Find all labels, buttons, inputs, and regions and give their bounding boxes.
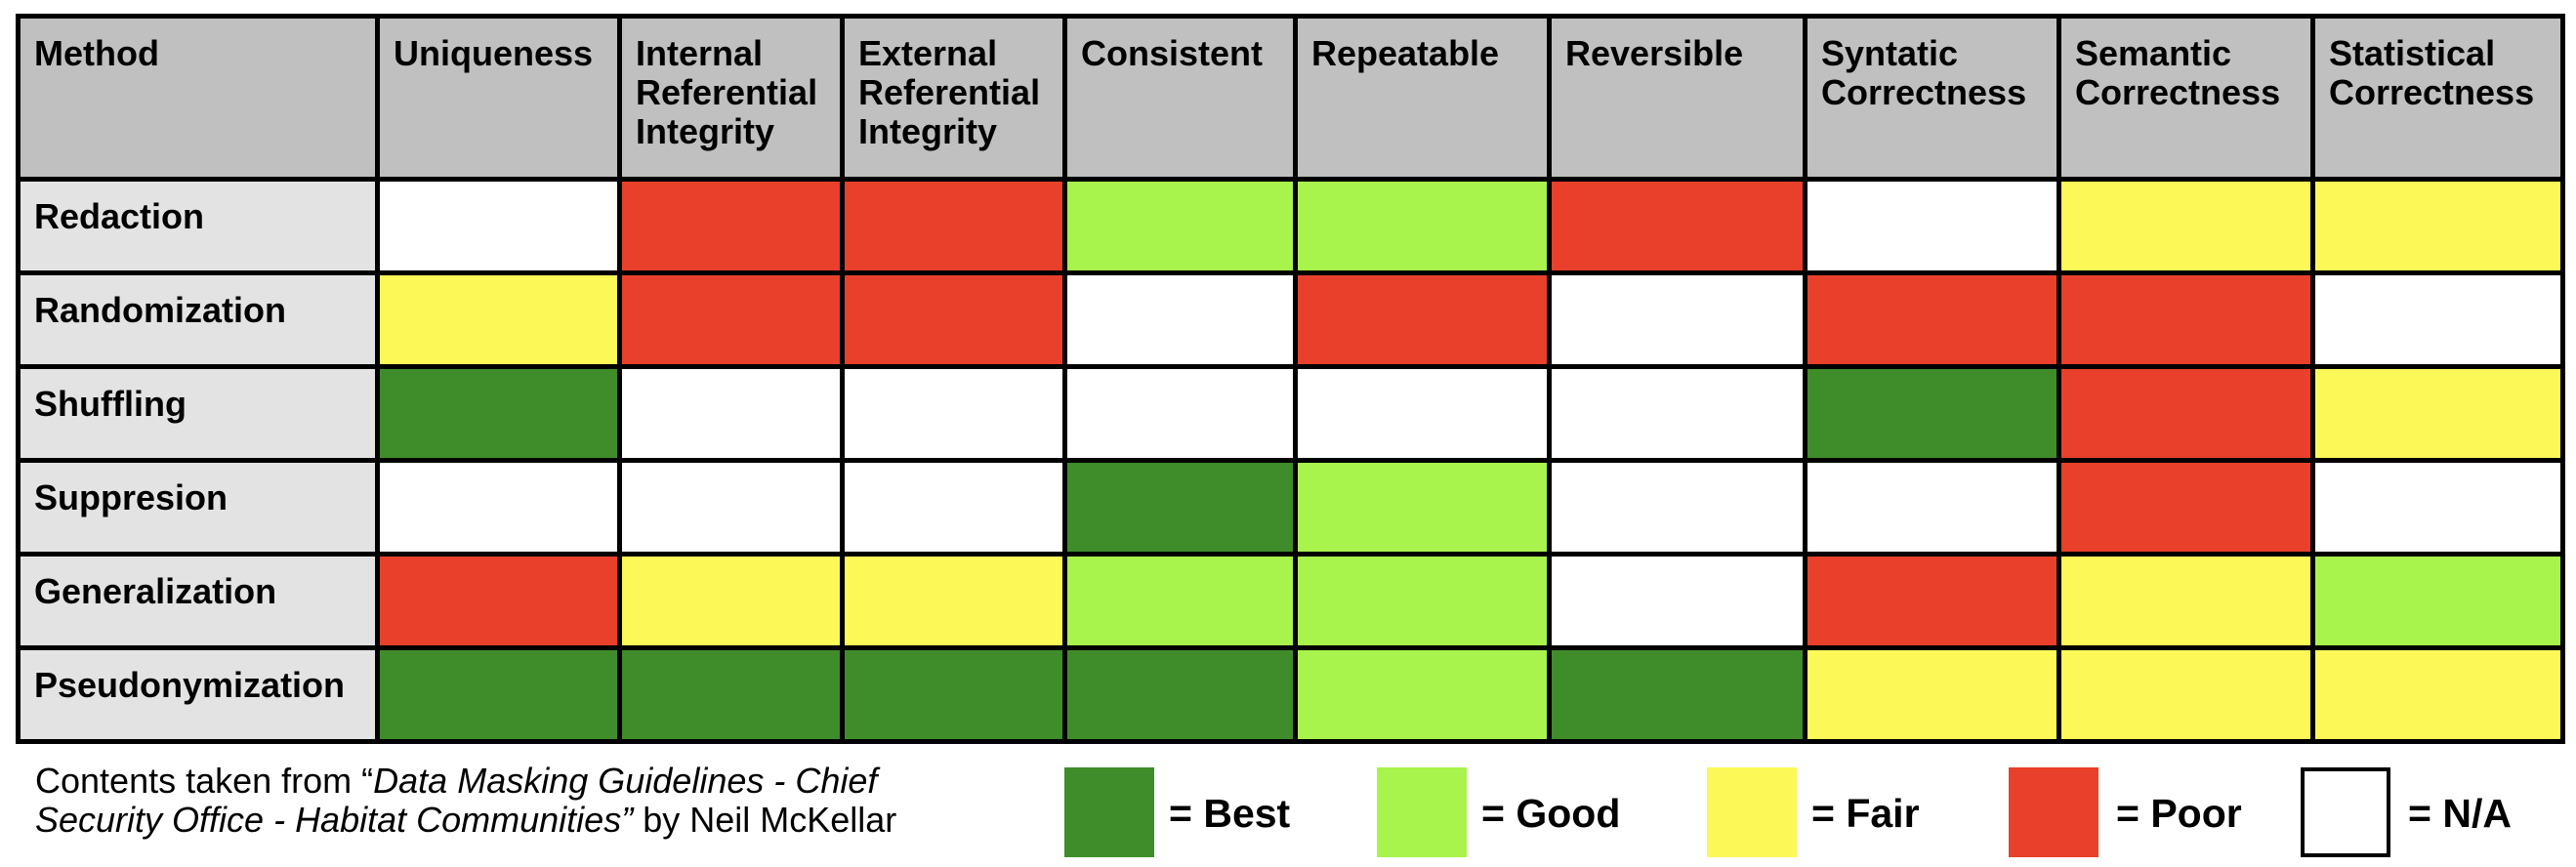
legend-swatch-fair xyxy=(1707,767,1797,857)
column-header: Statistical Correctness xyxy=(2310,14,2565,182)
rating-cell-na xyxy=(1803,458,2061,557)
table-row: Randomization xyxy=(16,270,2565,369)
rating-cell-best xyxy=(840,645,1067,744)
rating-cell-good xyxy=(1293,552,1552,650)
table-row: Redaction xyxy=(16,177,2565,275)
rating-cell-na xyxy=(2310,270,2565,369)
method-name: Pseudonymization xyxy=(16,645,380,744)
rating-cell-fair xyxy=(1803,645,2061,744)
table-row: Pseudonymization xyxy=(16,645,2565,744)
rating-cell-na xyxy=(2310,458,2565,557)
masking-methods-table: Method Uniqueness Internal Referential In… xyxy=(16,14,2565,744)
rating-cell-na xyxy=(1293,364,1552,463)
citation-author: by Neil McKellar xyxy=(633,800,897,840)
citation-prefix: Contents taken from “ xyxy=(35,761,374,801)
rating-cell-fair xyxy=(375,270,622,369)
rating-cell-fair xyxy=(2310,645,2565,744)
column-header: Reversible xyxy=(1547,14,1807,182)
column-header: Syntatic Correctness xyxy=(1803,14,2061,182)
rating-cell-fair xyxy=(2057,177,2315,275)
rating-cell-fair xyxy=(840,552,1067,650)
legend-label-good: = Good xyxy=(1481,791,1621,836)
header-row: Method Uniqueness Internal Referential In… xyxy=(16,14,2565,182)
rating-cell-best xyxy=(375,645,622,744)
source-citation: Contents taken from “Data Masking Guidel… xyxy=(35,762,1012,840)
legend-swatch-na xyxy=(2301,767,2390,857)
citation-source-title: Data Masking Guidelines - Chief Security… xyxy=(35,761,878,840)
rating-cell-na xyxy=(617,364,845,463)
rating-cell-na xyxy=(1547,458,1807,557)
rating-cell-na xyxy=(840,364,1067,463)
rating-cell-na xyxy=(375,177,622,275)
legend-swatch-good xyxy=(1377,767,1467,857)
rating-cell-good xyxy=(1293,177,1552,275)
rating-cell-na xyxy=(840,458,1067,557)
method-name: Generalization xyxy=(16,552,380,650)
legend-swatch-best xyxy=(1064,767,1154,857)
rating-cell-poor xyxy=(840,270,1067,369)
rating-cell-na xyxy=(1062,364,1298,463)
rating-cell-poor xyxy=(1547,177,1807,275)
rating-cell-good xyxy=(1062,177,1298,275)
legend-label-na: = N/A xyxy=(2408,791,2512,836)
column-header: Internal Referential Integrity xyxy=(617,14,845,182)
rating-cell-poor xyxy=(617,270,845,369)
rating-cell-fair xyxy=(617,552,845,650)
rating-cell-good xyxy=(2310,552,2565,650)
rating-cell-na xyxy=(1547,552,1807,650)
rating-cell-fair xyxy=(2310,177,2565,275)
rating-cell-best xyxy=(1547,645,1807,744)
rating-cell-poor xyxy=(2057,458,2315,557)
table-row: Shuffling xyxy=(16,364,2565,463)
rating-cell-fair xyxy=(2310,364,2565,463)
column-header: Uniqueness xyxy=(375,14,622,182)
table-body: Redaction Randomization Shuffling Suppresio… xyxy=(16,177,2565,744)
rating-cell-na xyxy=(1062,270,1298,369)
rating-cell-na xyxy=(617,458,845,557)
rating-cell-poor xyxy=(840,177,1067,275)
rating-cell-good xyxy=(1293,645,1552,744)
column-header: Repeatable xyxy=(1293,14,1552,182)
rating-cell-poor xyxy=(2057,364,2315,463)
rating-cell-poor xyxy=(1803,270,2061,369)
rating-cell-fair xyxy=(2057,552,2315,650)
table-row: Suppresion xyxy=(16,458,2565,557)
column-header: Semantic Correctness xyxy=(2057,14,2315,182)
legend-label-poor: = Poor xyxy=(2116,791,2242,836)
rating-cell-good xyxy=(1062,552,1298,650)
rating-cell-na xyxy=(375,458,622,557)
method-name: Redaction xyxy=(16,177,380,275)
rating-cell-poor xyxy=(375,552,622,650)
legend-swatch-poor xyxy=(2009,767,2098,857)
rating-legend: = Best = Good = Fair = Poor = N/A xyxy=(0,767,2576,861)
rating-cell-poor xyxy=(1803,552,2061,650)
rating-cell-best xyxy=(617,645,845,744)
column-header: External Referential Integrity xyxy=(840,14,1067,182)
method-name: Randomization xyxy=(16,270,380,369)
rating-cell-good xyxy=(1293,458,1552,557)
table-row: Generalization xyxy=(16,552,2565,650)
rating-cell-fair xyxy=(2057,645,2315,744)
method-name: Suppresion xyxy=(16,458,380,557)
rating-cell-best xyxy=(1062,645,1298,744)
rating-cell-na xyxy=(1547,364,1807,463)
rating-cell-poor xyxy=(2057,270,2315,369)
rating-cell-best xyxy=(375,364,622,463)
column-header: Consistent xyxy=(1062,14,1298,182)
rating-cell-best xyxy=(1803,364,2061,463)
legend-label-fair: = Fair xyxy=(1811,791,1920,836)
rating-cell-poor xyxy=(1293,270,1552,369)
rating-cell-poor xyxy=(617,177,845,275)
method-name: Shuffling xyxy=(16,364,380,463)
legend-label-best: = Best xyxy=(1169,791,1291,836)
rating-cell-na xyxy=(1803,177,2061,275)
method-column-header: Method xyxy=(16,14,380,182)
rating-cell-na xyxy=(1547,270,1807,369)
rating-cell-best xyxy=(1062,458,1298,557)
